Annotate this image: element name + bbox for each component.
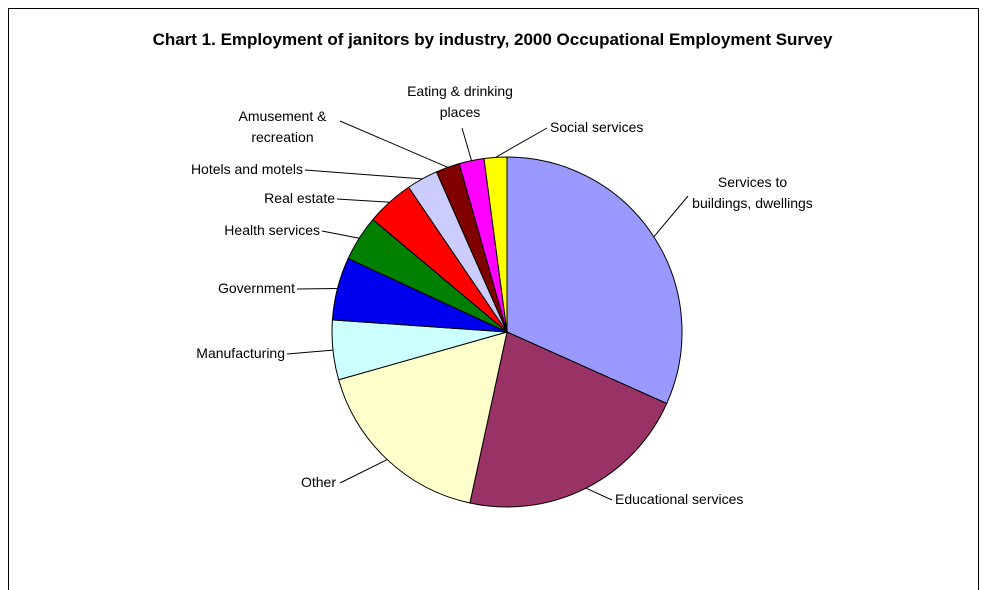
leader-line [653, 195, 689, 238]
chart-title: Chart 1. Employment of janitors by indus… [152, 30, 833, 49]
slice-label: Hotels and motels [190, 161, 303, 177]
leader-line [585, 487, 613, 501]
slice-label: Manufacturing [196, 345, 285, 361]
leader-line [495, 127, 548, 158]
leader-line [304, 169, 423, 180]
chart-frame [8, 8, 979, 590]
slice-label: Eating & drinking places [407, 83, 513, 120]
pie-slice [483, 156, 508, 333]
slice-label: Amusement & recreation [238, 108, 327, 145]
leader-line [336, 198, 390, 203]
slice-label: Social services [550, 119, 644, 135]
leader-line [461, 127, 472, 161]
slice-label: Government [217, 280, 295, 296]
leader-line [286, 349, 333, 355]
leader-line [339, 459, 388, 484]
slice-label: Health services [224, 222, 320, 238]
leader-line [321, 230, 360, 239]
slice-label: Educational services [615, 491, 744, 507]
slice-label: Other [300, 474, 336, 490]
slice-label: Services to buildings, dwellings [692, 174, 813, 211]
leader-line [339, 120, 448, 168]
slice-label: Real estate [264, 190, 335, 206]
leader-line [296, 287, 338, 290]
